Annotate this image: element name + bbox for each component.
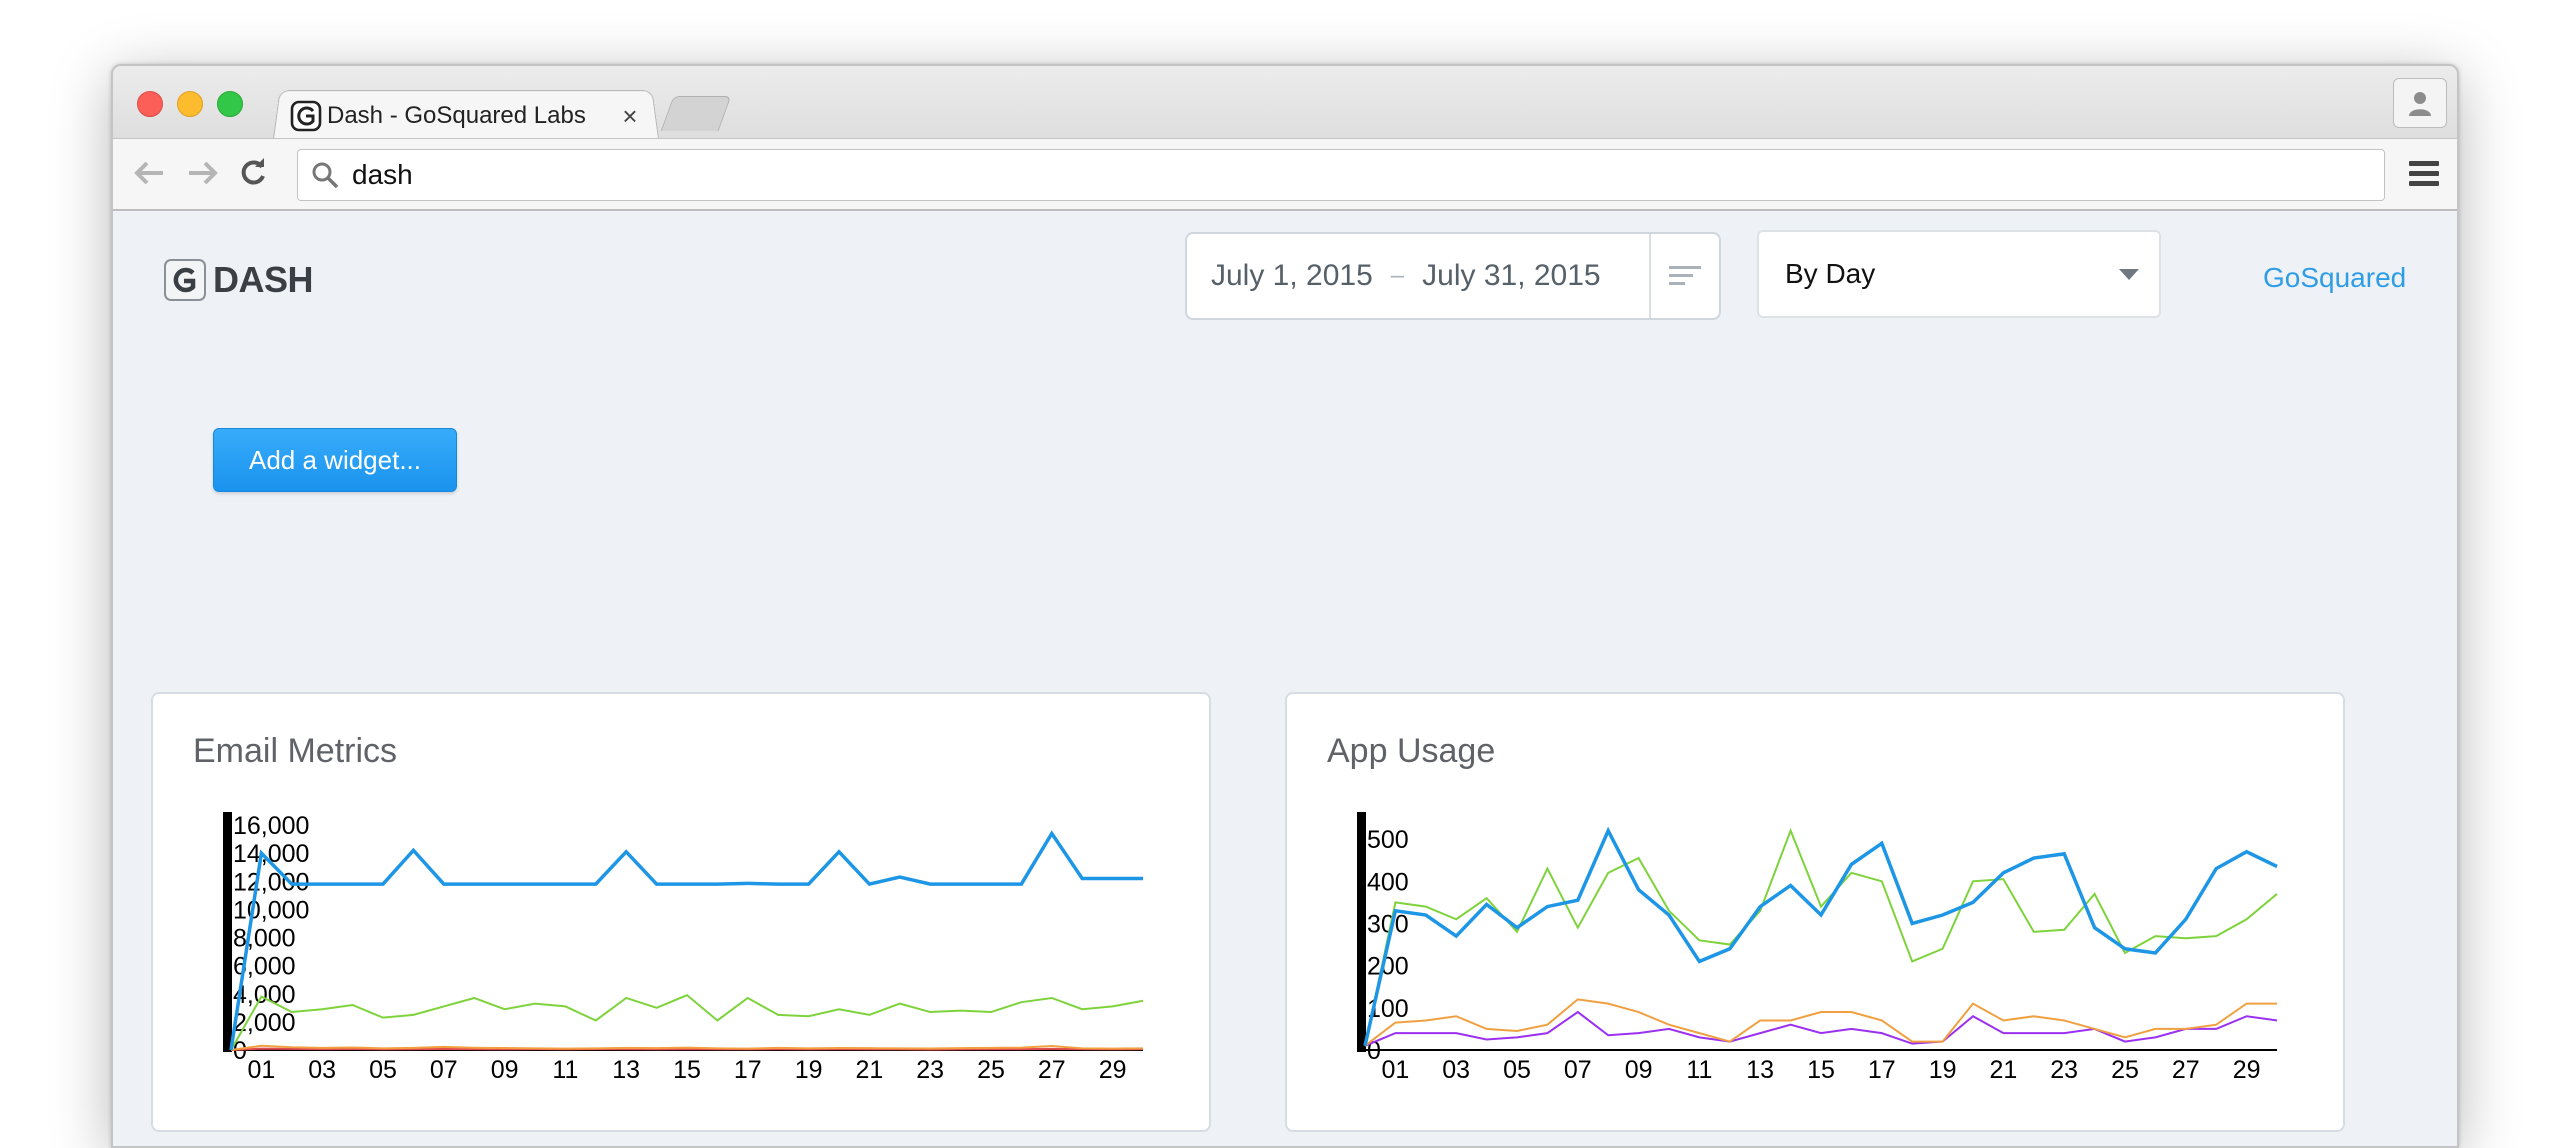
x-tick-label: 11 (1686, 1056, 1712, 1084)
search-icon (312, 162, 339, 189)
address-bar[interactable]: dash (297, 149, 2385, 201)
x-tick-label: 09 (1625, 1056, 1653, 1084)
y-tick-label: 4,000 (233, 981, 296, 1009)
x-tick-label: 05 (369, 1056, 397, 1084)
dashboard-content: DASH July 1, 2015 – July 31, 2015 By Day… (113, 210, 2457, 1146)
x-tick-label: 15 (1807, 1056, 1835, 1084)
series-line-2 (1364, 998, 2277, 1047)
profile-button[interactable] (2393, 78, 2447, 128)
y-tick-label: 400 (1367, 868, 1409, 896)
series-line-0 (1363, 826, 2278, 1047)
x-tick-label: 29 (2233, 1056, 2261, 1084)
close-window-button[interactable] (137, 91, 163, 117)
logo-text: DASH (213, 259, 314, 300)
title-bar: Dash - GoSquared Labs × (113, 66, 2457, 139)
zoom-window-button[interactable] (217, 91, 243, 117)
dash-logo[interactable]: DASH (163, 258, 314, 302)
x-tick-label: 21 (1989, 1056, 2017, 1084)
y-axis-line (1357, 812, 1366, 1052)
reload-button[interactable] (231, 151, 275, 195)
chevron-down-icon (2119, 268, 2139, 280)
gosquared-favicon-icon (290, 100, 322, 132)
x-tick-label: 23 (916, 1056, 944, 1084)
x-tick-label: 27 (2172, 1056, 2200, 1084)
x-tick-label: 13 (1746, 1056, 1774, 1084)
x-tick-label: 11 (552, 1056, 578, 1084)
x-tick-label: 03 (1442, 1056, 1470, 1084)
x-tick-label: 19 (795, 1056, 823, 1084)
y-tick-label: 8,000 (233, 925, 296, 953)
gosquared-logo-icon (164, 259, 206, 301)
new-tab-button[interactable] (660, 96, 732, 131)
gosquared-link[interactable]: GoSquared (2263, 262, 2407, 293)
person-icon (2409, 92, 2431, 116)
forward-arrow-icon (189, 161, 218, 185)
y-tick-label: 2,000 (233, 1009, 296, 1037)
x-tick-label: 01 (1381, 1056, 1409, 1084)
card-title: App Usage (1327, 732, 1496, 770)
date-presets-button[interactable] (1649, 234, 1719, 318)
tab-title: Dash - GoSquared Labs (327, 102, 586, 129)
tab-close-icon[interactable]: × (622, 100, 638, 131)
back-button[interactable] (127, 151, 171, 195)
reload-icon (241, 158, 265, 185)
series-line-0 (229, 830, 1143, 1051)
email-metrics-card: Email Metrics 0 2,000 4,000 6,000 8,000 10,00… (151, 692, 1211, 1132)
y-tick-label: 16,000 (233, 812, 309, 840)
x-tick-label: 17 (734, 1056, 762, 1084)
address-text[interactable]: dash (352, 159, 413, 190)
interval-select[interactable]: By Day (1757, 230, 2161, 318)
series-line-1 (1364, 827, 2278, 1046)
y-tick-label: 200 (1367, 953, 1409, 981)
hamburger-menu-icon[interactable] (2407, 155, 2441, 191)
x-tick-label: 03 (308, 1056, 336, 1084)
x-tick-label: 23 (2050, 1056, 2078, 1084)
x-tick-label: 21 (855, 1056, 883, 1084)
y-axis-line (223, 812, 232, 1052)
app-usage-card: App Usage 0 100 200 300 400 500 01 03 05 07 09 11 13… (1285, 692, 2345, 1132)
date-range-picker[interactable]: July 1, 2015 – July 31, 2015 (1185, 232, 1721, 320)
x-tick-label: 27 (1038, 1056, 1066, 1084)
x-tick-label: 17 (1868, 1056, 1896, 1084)
x-tick-label: 29 (1099, 1056, 1127, 1084)
series-line-2 (230, 1044, 1144, 1051)
x-tick-label: 09 (491, 1056, 519, 1084)
series-line-1 (230, 994, 1144, 1051)
x-tick-label: 07 (1564, 1056, 1592, 1084)
x-tick-label: 13 (612, 1056, 640, 1084)
lines-menu-icon (1669, 266, 1701, 285)
x-tick-label: 01 (247, 1056, 275, 1084)
back-arrow-icon (134, 161, 163, 185)
x-tick-label: 25 (977, 1056, 1005, 1084)
email-metrics-chart: 02,0004,0006,0008,00010,00012,00014,0001… (223, 812, 1144, 1084)
x-tick-label: 19 (1929, 1056, 1957, 1084)
y-tick-label: 0 (233, 1037, 247, 1065)
card-title: Email Metrics (193, 732, 398, 770)
browser-tab-content: Dash - GoSquared Labs × (289, 94, 645, 138)
minimize-window-button[interactable] (177, 91, 203, 117)
date-from[interactable]: July 1, 2015 (1211, 259, 1373, 292)
y-tick-label: 10,000 (233, 896, 309, 924)
date-to[interactable]: July 31, 2015 (1422, 259, 1601, 292)
forward-button[interactable] (181, 151, 225, 195)
add-widget-button[interactable]: Add a widget... (213, 428, 457, 492)
x-tick-label: 25 (2111, 1056, 2139, 1084)
series-line-3 (1364, 1010, 2278, 1047)
interval-select-value: By Day (1785, 258, 1876, 289)
browser-window: Dash - GoSquared Labs × (111, 64, 2459, 1148)
browser-toolbar: dash (113, 138, 2457, 211)
x-tick-label: 15 (673, 1056, 701, 1084)
y-tick-label: 500 (1367, 826, 1409, 854)
x-tick-label: 07 (430, 1056, 458, 1084)
date-separator: – (1390, 262, 1405, 289)
y-tick-label: 12,000 (233, 868, 309, 896)
x-tick-label: 05 (1503, 1056, 1531, 1084)
